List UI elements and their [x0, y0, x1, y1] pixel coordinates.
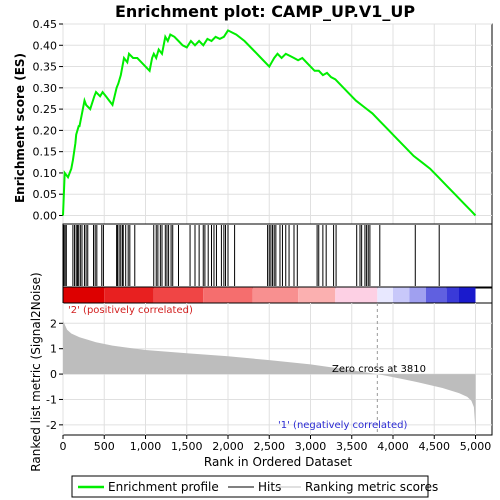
colorbar-segment — [459, 287, 476, 303]
colorbar-segment — [393, 287, 410, 303]
colorbar-segment — [426, 287, 447, 303]
positive-correlation-label: '2' (positively correlated) — [68, 305, 193, 316]
es-tick-label: 0.45 — [33, 18, 58, 31]
colorbar-segment — [63, 287, 105, 303]
colorbar-segment — [377, 287, 393, 303]
es-tick-label: 0.05 — [33, 188, 58, 201]
x-tick-label: 4,000 — [377, 440, 409, 453]
x-tick-label: 3,500 — [336, 440, 368, 453]
x-tick-label: 1,500 — [171, 440, 203, 453]
es-tick-label: 0.40 — [33, 39, 58, 52]
es-y-axis-label: Enrichment score (ES) — [13, 53, 27, 203]
negative-correlation-label: '1' (negatively correlated) — [278, 420, 407, 431]
colorbar-segment — [446, 287, 459, 303]
x-axis-ticks: 0 500 1,000 1,500 2,000 2,500 3,000 3,500 4,000 4… — [60, 435, 492, 453]
es-tick-label: 0.20 — [33, 124, 58, 137]
es-tick-label: 0.25 — [33, 103, 58, 116]
legend-label: Enrichment profile — [108, 480, 219, 494]
hit-marks — [63, 225, 440, 286]
es-tick-label: 0.30 — [33, 82, 58, 95]
colorbar-segment — [409, 287, 426, 303]
x-tick-label: 1,000 — [130, 440, 162, 453]
legend: Enrichment profile Hits Ranking metric sco… — [78, 480, 438, 494]
legend-label: Ranking metric scores — [305, 480, 438, 494]
es-y-ticks: 0.00 0.05 0.10 0.15 0.20 0.25 0.30 0.35 0.40 0.45 — [33, 18, 63, 222]
ranking-colorbar — [63, 287, 476, 303]
hits-panel — [62, 223, 493, 289]
x-tick-label: 2,500 — [254, 440, 286, 453]
es-gridlines — [62, 23, 492, 224]
metric-tick-label: 2 — [50, 317, 57, 330]
es-tick-label: 0.35 — [33, 61, 58, 74]
colorbar-segment — [203, 287, 253, 303]
metric-tick-label: 1 — [50, 343, 57, 356]
x-tick-label: 4,500 — [419, 440, 451, 453]
metric-y-ticks: -2 -1 0 1 2 — [46, 317, 63, 432]
es-tick-label: 0.10 — [33, 167, 58, 180]
metric-tick-label: 0 — [50, 368, 57, 381]
es-tick-label: 0.15 — [33, 146, 58, 159]
colorbar-segment — [298, 287, 336, 303]
enrichment-profile-line — [62, 29, 477, 217]
x-tick-label: 2,000 — [212, 440, 244, 453]
x-axis-label: Rank in Ordered Dataset — [204, 455, 352, 469]
x-tick-label: 5,000 — [460, 440, 492, 453]
colorbar-segment — [153, 287, 204, 303]
metric-y-axis-label: Ranked list metric (Signal2Noise) — [29, 272, 43, 471]
x-tick-label: 3,000 — [295, 440, 327, 453]
colorbar-segment — [335, 287, 378, 303]
colorbar-segment — [252, 287, 299, 303]
legend-label: Hits — [258, 480, 281, 494]
metric-tick-label: -2 — [46, 419, 57, 432]
metric-tick-label: -1 — [46, 393, 57, 406]
chart-title: Enrichment plot: CAMP_UP.V1_UP — [115, 2, 415, 21]
colorbar-segment — [104, 287, 154, 303]
x-tick-label: 0 — [60, 440, 67, 453]
x-tick-label: 500 — [94, 440, 115, 453]
zero-cross-label: Zero cross at 3810 — [332, 364, 426, 375]
es-tick-label: 0.00 — [33, 209, 58, 222]
ranking-metric-area — [63, 320, 476, 430]
